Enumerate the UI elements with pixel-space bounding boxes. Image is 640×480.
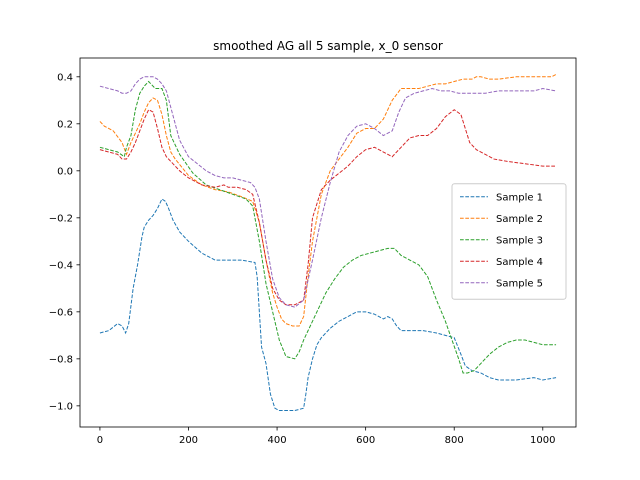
y-tick-label: −0.4 [49, 260, 73, 271]
chart-title: smoothed AG all 5 sample, x_0 sensor [213, 39, 443, 53]
series-line-sample-4 [99, 109, 557, 306]
x-tick-label: 1000 [530, 435, 555, 446]
y-tick-label: −0.8 [49, 354, 73, 365]
legend-label: Sample 1 [496, 193, 543, 204]
y-tick-label: −0.6 [49, 307, 73, 318]
x-tick-label: 800 [445, 435, 464, 446]
series-line-sample-5 [99, 76, 557, 308]
y-axis: −1.0 −0.8 −0.6 −0.4 −0.2 0.0 0.2 0.4 [49, 72, 80, 412]
y-tick-label: −1.0 [49, 401, 73, 412]
legend-label: Sample 3 [496, 236, 543, 247]
x-tick-label: 200 [179, 435, 198, 446]
y-tick-label: 0.0 [57, 166, 73, 177]
y-tick-label: −0.2 [49, 213, 73, 224]
legend-label: Sample 5 [496, 279, 543, 290]
y-tick-label: 0.4 [57, 72, 73, 83]
series-line-sample-2 [99, 74, 557, 327]
legend: Sample 1 Sample 2 Sample 3 Sample 4 Sample 5 [451, 183, 567, 300]
series-line-sample-3 [99, 80, 557, 374]
axes-frame [79, 57, 577, 428]
y-tick-label: 0.2 [57, 119, 73, 130]
legend-box [451, 183, 567, 300]
x-tick-label: 600 [356, 435, 375, 446]
legend-label: Sample 4 [496, 257, 543, 268]
series-layer [99, 74, 557, 412]
legend-label: Sample 2 [496, 214, 543, 225]
x-tick-label: 0 [97, 435, 103, 446]
x-axis: 0 200 400 600 800 1000 [97, 427, 556, 446]
x-tick-label: 400 [268, 435, 287, 446]
